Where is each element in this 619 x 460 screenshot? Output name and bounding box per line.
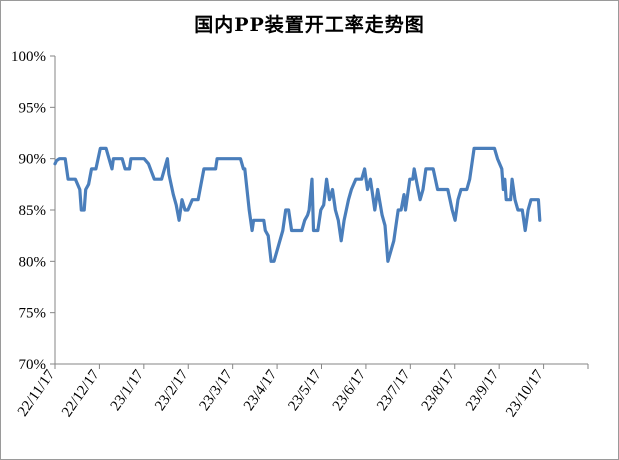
series-layer <box>53 146 542 263</box>
x-tick-label: 23/3/17 <box>197 367 237 414</box>
x-tick-label: 23/2/17 <box>152 367 192 414</box>
x-tick-label: 23/1/17 <box>108 367 148 414</box>
x-tick-label: 23/4/17 <box>241 367 281 414</box>
x-tick-label: 23/10/17 <box>503 367 547 420</box>
x-tick-label: 23/7/17 <box>374 367 414 414</box>
x-tick-label: 23/9/17 <box>463 367 503 414</box>
x-tick-label: 22/11/17 <box>15 367 59 420</box>
x-tick-label: 23/8/17 <box>419 367 459 414</box>
x-tick-label: 22/12/17 <box>59 367 103 420</box>
y-tick-label: 70% <box>19 357 47 373</box>
y-axis: 70% 75% 80% 85% 90% 95% 100% <box>11 49 56 373</box>
y-tick-label: 75% <box>19 306 47 322</box>
y-tick-label: 100% <box>11 49 46 65</box>
chart-title: 国内PP装置开工率走势图 <box>194 14 425 36</box>
x-tick-label: 23/6/17 <box>330 367 370 414</box>
y-tick-label: 85% <box>19 203 47 219</box>
series-line <box>53 146 542 263</box>
y-tick-label: 95% <box>19 100 47 116</box>
x-axis: 22/11/17 22/12/17 23/1/17 23/2/17 23/3/17 23/… <box>15 363 589 420</box>
y-tick-label: 80% <box>19 254 47 270</box>
y-tick-label: 90% <box>19 152 47 168</box>
x-tick-label: 23/5/17 <box>285 367 325 414</box>
